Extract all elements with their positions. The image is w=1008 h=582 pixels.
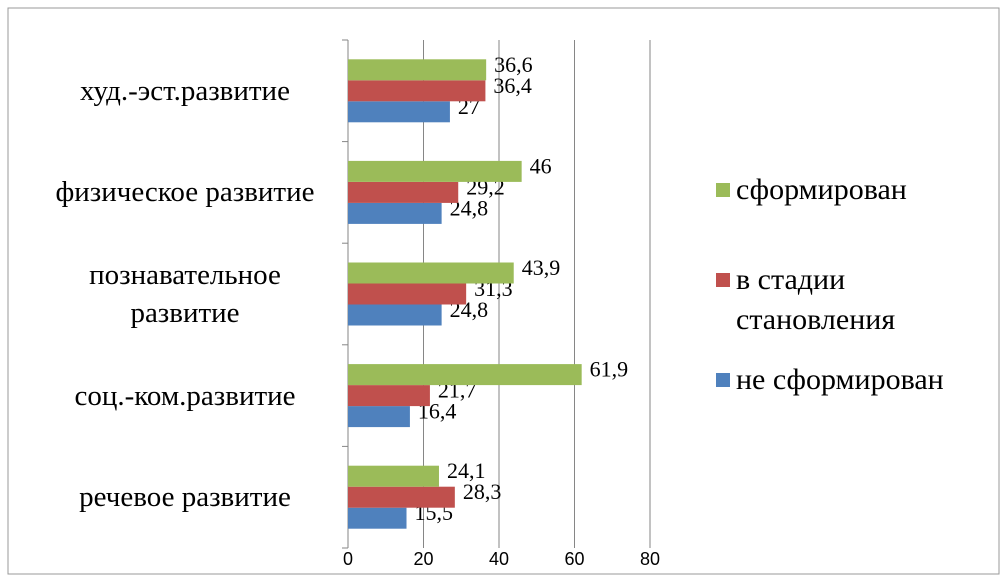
legend-swatch [716, 183, 730, 197]
bar [348, 486, 455, 508]
x-tick-label: 60 [564, 549, 584, 569]
bar [348, 406, 410, 428]
x-tick-label: 40 [489, 549, 509, 569]
data-label: 43,9 [522, 255, 561, 280]
data-label: 36,6 [494, 52, 533, 77]
bar [348, 59, 487, 81]
bar [348, 181, 459, 203]
bar [348, 202, 442, 224]
bar [348, 80, 486, 102]
data-label: 46 [530, 153, 552, 178]
y-tick-label: познавательное развитие [89, 259, 281, 329]
x-tick-label: 80 [640, 549, 660, 569]
legend-label: сформирован [736, 173, 907, 206]
bar [348, 507, 407, 529]
y-tick-label: соц.-ком.развитие [74, 379, 296, 412]
x-tick-label: 0 [343, 549, 353, 569]
legend-swatch [716, 373, 730, 387]
legend-swatch [716, 273, 730, 287]
chart-frame [7, 7, 1000, 575]
bar [348, 364, 582, 386]
bar [348, 160, 522, 182]
bar [348, 304, 442, 326]
legend-label: не сформирован [736, 363, 944, 396]
x-tick-label: 20 [413, 549, 433, 569]
y-tick-label: речевое развитие [79, 481, 291, 514]
legend-label: в стадии становления [736, 263, 896, 336]
bar [348, 262, 514, 284]
y-tick-label: физическое развитие [55, 176, 315, 209]
bar [348, 385, 430, 407]
data-label: 28,3 [463, 479, 502, 504]
data-label: 24,1 [447, 458, 486, 483]
data-label: 36,4 [493, 73, 532, 98]
data-label: 61,9 [590, 357, 629, 382]
y-tick-label: худ.-эст.развитие [80, 74, 290, 107]
bar [348, 465, 439, 487]
bar [348, 101, 450, 123]
bar [348, 283, 467, 305]
